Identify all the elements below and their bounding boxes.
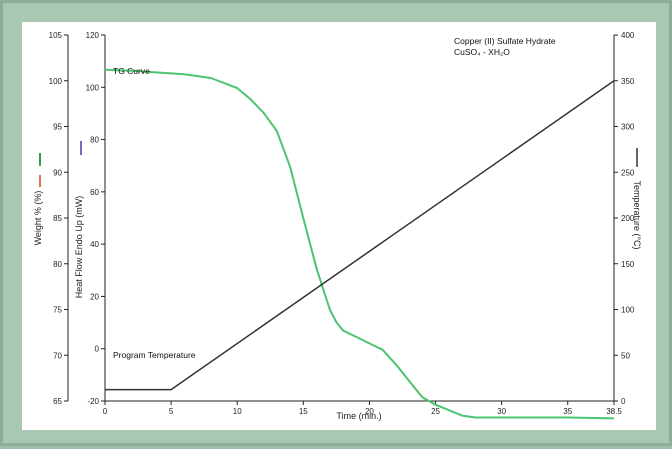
x-axis-title: Time (min.) xyxy=(336,411,381,421)
heat-flow-axis-title: Heat Flow Endo Up (mW) xyxy=(74,196,84,299)
heat-flow-tick-label: 0 xyxy=(95,345,100,354)
time-tick-label: 15 xyxy=(299,407,308,416)
heat-flow-tick-label: -20 xyxy=(87,397,99,406)
time-tick-label: 0 xyxy=(103,407,108,416)
weight-tick-label: 85 xyxy=(53,214,62,223)
temperature-tick-label: 0 xyxy=(621,397,626,406)
temperature-tick-label: 300 xyxy=(621,123,635,132)
temperature-tick-label: 150 xyxy=(621,260,635,269)
temperature-axis-ticks: 0 50 100 150 200 250 300 350 400 xyxy=(614,31,635,406)
weight-tick-label: 70 xyxy=(53,351,62,360)
series-lines xyxy=(104,68,615,420)
time-tick-label: 38.5 xyxy=(606,407,622,416)
time-tick-label: 30 xyxy=(497,407,506,416)
heat-flow-tick-label: 60 xyxy=(90,188,99,197)
program-temperature-line xyxy=(105,80,615,391)
time-tick-label: 10 xyxy=(233,407,242,416)
temperature-tick-label: 100 xyxy=(621,306,635,315)
temperature-tick-label: 350 xyxy=(621,77,635,86)
heat-flow-tick-label: 100 xyxy=(86,83,100,92)
heat-flow-tick-label: 40 xyxy=(90,240,99,249)
heat-flow-tick-label: 20 xyxy=(90,292,99,301)
time-tick-label: 25 xyxy=(431,407,440,416)
time-axis-ticks: 0 5 10 15 20 25 30 35 38.5 xyxy=(103,401,622,416)
heat-flow-tick-label: 120 xyxy=(86,31,100,40)
weight-tick-label: 65 xyxy=(53,397,62,406)
weight-axis-ticks: 65 70 75 80 85 90 95 100 105 xyxy=(49,31,68,406)
weight-tick-label: 75 xyxy=(53,306,62,315)
tg-curve-line xyxy=(104,68,615,420)
chart-subtitle: CuSO₄ - XH₂O xyxy=(454,47,510,57)
temperature-tick-label: 200 xyxy=(621,214,635,223)
chart-title: Copper (II) Sulfate Hydrate xyxy=(454,36,556,46)
heat-flow-axis-ticks: -20 0 20 40 60 80 100 120 xyxy=(86,31,105,406)
temperature-tick-label: 50 xyxy=(621,351,630,360)
heat-flow-tick-label: 80 xyxy=(90,136,99,145)
time-tick-label: 5 xyxy=(169,407,174,416)
weight-tick-label: 95 xyxy=(53,123,62,132)
weight-axis-title: Weight % (%) xyxy=(33,191,43,246)
temperature-tick-label: 400 xyxy=(621,31,635,40)
weight-tick-label: 100 xyxy=(49,77,63,86)
weight-tick-label: 90 xyxy=(53,168,62,177)
weight-tick-label: 105 xyxy=(49,31,63,40)
tg-curve-label: TG Curve xyxy=(113,66,150,76)
temperature-tick-label: 250 xyxy=(621,168,635,177)
program-temperature-label: Program Temperature xyxy=(113,350,196,360)
plot-background xyxy=(22,22,656,430)
temperature-axis-title: Temperature (°C) xyxy=(632,180,642,249)
time-tick-label: 20 xyxy=(365,407,374,416)
time-tick-label: 35 xyxy=(563,407,572,416)
weight-tick-label: 80 xyxy=(53,260,62,269)
